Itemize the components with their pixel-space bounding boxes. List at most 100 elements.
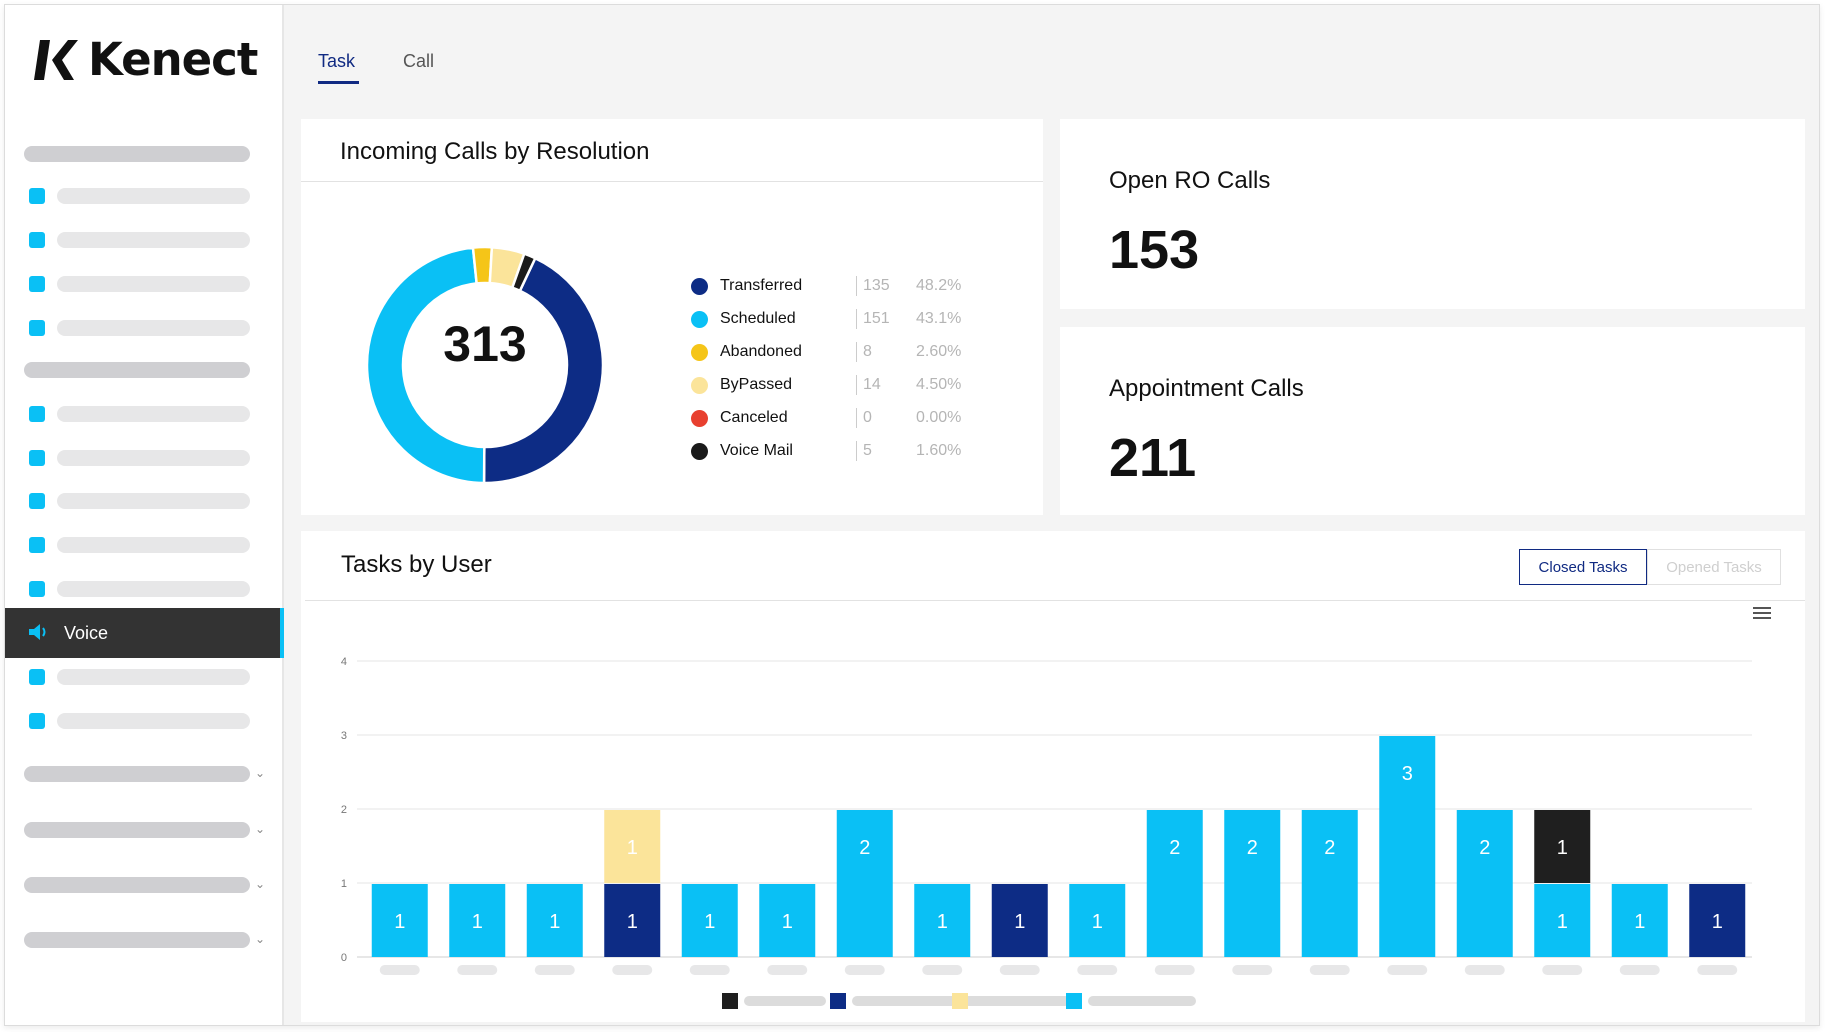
bar-segment-scheduled[interactable] — [1069, 884, 1126, 957]
y-tick-label: 1 — [341, 878, 347, 890]
nav-group[interactable] — [24, 766, 250, 782]
chevron-down-icon: ⌄ — [255, 766, 266, 780]
nav-item[interactable] — [29, 186, 250, 206]
legend-count: 0 — [863, 409, 872, 426]
nav-item[interactable] — [29, 230, 250, 250]
tab-call[interactable]: Call — [403, 51, 435, 71]
x-tick-label-placeholder — [1464, 965, 1505, 975]
bar-segment-bypassed[interactable] — [604, 810, 661, 883]
legend-swatch[interactable] — [830, 993, 846, 1009]
legend-percent: 48.2% — [916, 277, 962, 294]
nav-item[interactable] — [29, 711, 250, 731]
bar-segment-scheduled[interactable] — [1301, 810, 1358, 957]
legend-count: 8 — [863, 343, 872, 360]
bar-segment-scheduled[interactable] — [914, 884, 971, 957]
nav-item[interactable] — [29, 579, 250, 599]
nav-item-label — [57, 320, 250, 336]
nav-group[interactable] — [24, 932, 250, 948]
sidebar-item-voice[interactable]: Voice — [5, 608, 284, 658]
bar-segment-scheduled[interactable] — [681, 884, 738, 957]
opened-tasks-button[interactable]: Opened Tasks — [1647, 549, 1781, 585]
kpi-title: Appointment Calls — [1109, 375, 1304, 402]
nav-item-icon — [29, 276, 45, 292]
y-tick-label: 4 — [341, 656, 347, 668]
tab-task[interactable]: Task — [318, 51, 356, 71]
bar-segment-scheduled[interactable] — [759, 884, 816, 957]
bar-data-label: 1 — [1557, 837, 1568, 859]
bar-segment-scheduled[interactable] — [1456, 810, 1513, 957]
bar-segment-scheduled[interactable] — [1534, 884, 1591, 957]
bar-segment-voice-mail[interactable] — [1534, 810, 1591, 883]
y-tick-label: 3 — [341, 730, 347, 742]
nav-item[interactable] — [29, 318, 250, 338]
bar-segment-scheduled[interactable] — [449, 884, 506, 957]
nav-item[interactable] — [29, 274, 250, 294]
bar-segment-scheduled[interactable] — [836, 810, 893, 957]
legend-percent: 43.1% — [916, 310, 962, 327]
bar-data-label: 1 — [627, 837, 638, 859]
bar-segment-scheduled[interactable] — [1611, 884, 1668, 957]
nav-item[interactable] — [29, 448, 250, 468]
bar-segment-scheduled[interactable] — [371, 884, 428, 957]
nav-item[interactable] — [29, 535, 250, 555]
legend-label: Abandoned — [720, 343, 802, 360]
x-tick-label-placeholder — [1387, 965, 1428, 975]
bar-data-label: 2 — [1324, 837, 1335, 859]
brand-logo[interactable]: Kenect — [34, 33, 258, 86]
x-tick-label-placeholder — [844, 965, 885, 975]
nav-item[interactable] — [29, 491, 250, 511]
bar-segment-transferred[interactable] — [604, 884, 661, 957]
tab-active-underline — [318, 81, 359, 84]
nav-group[interactable] — [24, 877, 250, 893]
app-window: Kenect Voice ⌄ ⌄ ⌄ ⌄ Task — [4, 4, 1820, 1026]
legend-swatch[interactable] — [952, 993, 968, 1009]
bar-data-label: 1 — [394, 911, 405, 933]
legend-separator — [856, 408, 857, 428]
nav-item-label — [57, 581, 250, 597]
nav-group[interactable] — [24, 822, 250, 838]
bar-segment-transferred[interactable] — [1689, 884, 1746, 957]
bar-segment-scheduled[interactable] — [526, 884, 583, 957]
kpi-value: 211 — [1109, 428, 1197, 488]
bar-data-label: 1 — [704, 911, 715, 933]
legend-swatch[interactable] — [722, 993, 738, 1009]
closed-tasks-button[interactable]: Closed Tasks — [1519, 549, 1647, 585]
x-tick-label-placeholder — [534, 965, 575, 975]
nav-item-label — [57, 406, 250, 422]
incoming-calls-card: Incoming Calls by Resolution 313 Transfe… — [301, 119, 1043, 515]
chevron-down-icon: ⌄ — [255, 932, 266, 946]
donut-slice-scheduled[interactable] — [365, 246, 486, 485]
hamburger-menu-icon[interactable] — [1753, 607, 1771, 621]
nav-item-label — [57, 713, 250, 729]
bar-data-label: 1 — [549, 911, 560, 933]
legend-percent: 4.50% — [916, 376, 962, 393]
active-indicator — [280, 608, 284, 658]
bar-segment-transferred[interactable] — [991, 884, 1048, 957]
bar-segment-scheduled[interactable] — [1379, 736, 1436, 957]
nav-item-icon — [29, 188, 45, 204]
bar-segment-scheduled[interactable] — [1224, 810, 1281, 957]
legend-dot — [691, 344, 708, 361]
bar-data-label: 1 — [1712, 911, 1723, 933]
donut-total: 313 — [443, 316, 527, 372]
x-tick-label-placeholder — [1154, 965, 1195, 975]
nav-item-icon — [29, 320, 45, 336]
legend-swatch[interactable] — [1066, 993, 1082, 1009]
nav-item[interactable] — [29, 667, 250, 687]
donut-slice-voice-mail[interactable] — [510, 252, 537, 293]
divider — [305, 600, 1805, 601]
legend-dot — [691, 377, 708, 394]
bar-segment-scheduled[interactable] — [1146, 810, 1203, 957]
nav-item[interactable] — [29, 404, 250, 424]
donut-slice-transferred[interactable] — [482, 256, 605, 485]
card-title: Incoming Calls by Resolution — [340, 138, 650, 165]
legend-label: ByPassed — [720, 376, 793, 393]
sidebar-item-label: Voice — [64, 622, 109, 643]
chevron-down-icon: ⌄ — [255, 877, 266, 891]
legend-dot — [691, 443, 708, 460]
speaker-icon — [29, 624, 46, 640]
nav-item-icon — [29, 713, 45, 729]
open-ro-calls-card: Open RO Calls 153 — [1060, 119, 1805, 309]
legend-separator — [856, 276, 857, 296]
bar-data-label: 1 — [937, 911, 948, 933]
